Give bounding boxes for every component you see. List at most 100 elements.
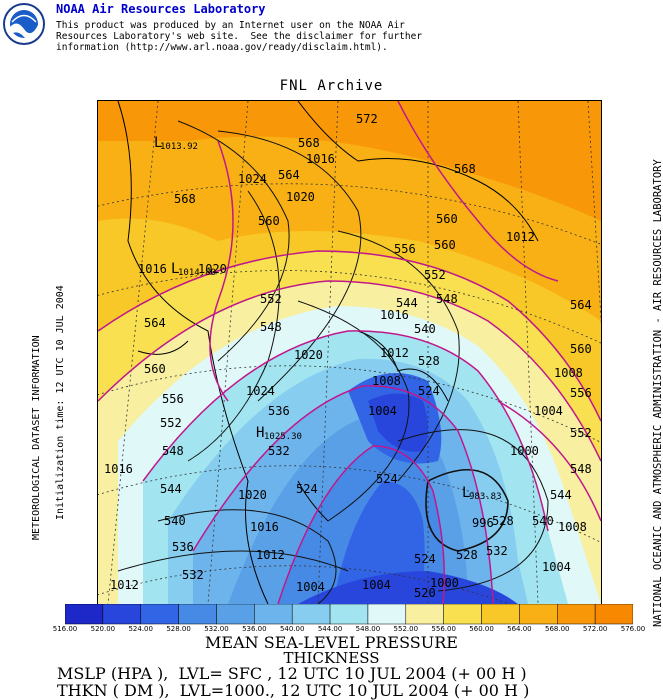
color-scale-swatch (329, 604, 369, 625)
color-scale-tick: 524.00 (128, 625, 153, 633)
color-scale (65, 604, 633, 625)
svg-text:540: 540 (164, 514, 186, 528)
svg-text:1020: 1020 (286, 190, 315, 204)
thickness-band-520-south (298, 571, 518, 604)
svg-text:983.83: 983.83 (469, 492, 502, 502)
svg-text:L: L (462, 485, 470, 501)
color-scale-swatch (443, 604, 482, 625)
svg-text:548: 548 (570, 462, 592, 476)
svg-text:564: 564 (570, 298, 592, 312)
svg-text:560: 560 (258, 214, 280, 228)
svg-text:548: 548 (260, 320, 282, 334)
color-scale-tick: 528.00 (166, 625, 191, 633)
product-subtitle: THICKNESS (283, 649, 380, 667)
color-scale-swatch (519, 604, 558, 625)
map-panel: L 1013.92 L 1014.80 H 1025.30 L 983.83 1… (97, 100, 602, 605)
svg-text:L: L (171, 261, 179, 277)
svg-text:1020: 1020 (238, 488, 267, 502)
svg-text:568: 568 (298, 136, 320, 150)
svg-text:1016: 1016 (138, 262, 167, 276)
svg-text:1016: 1016 (380, 308, 409, 322)
svg-text:1008: 1008 (372, 374, 401, 388)
svg-text:528: 528 (418, 354, 440, 368)
svg-text:552: 552 (570, 426, 592, 440)
svg-text:532: 532 (182, 568, 204, 582)
color-scale-tick: 532.00 (204, 625, 229, 633)
svg-text:1004: 1004 (534, 404, 563, 418)
color-scale-swatch (557, 604, 596, 625)
svg-text:564: 564 (278, 168, 300, 182)
svg-text:1004: 1004 (296, 580, 325, 594)
svg-text:568: 568 (454, 162, 476, 176)
mslp-info: MSLP (HPA ), LVL= SFC , 12 UTC 10 JUL 20… (57, 664, 527, 683)
color-scale-swatch (254, 604, 293, 625)
svg-text:1014.80: 1014.80 (178, 268, 216, 278)
noaa-logo (3, 3, 45, 45)
svg-text:1008: 1008 (558, 520, 587, 534)
color-scale-swatch (291, 604, 331, 625)
color-scale-tick: 556.00 (431, 625, 456, 633)
svg-text:1024: 1024 (246, 384, 275, 398)
svg-text:544: 544 (396, 296, 418, 310)
svg-text:1016: 1016 (306, 152, 335, 166)
svg-text:544: 544 (160, 482, 182, 496)
graticule (98, 101, 601, 604)
svg-text:1004: 1004 (362, 578, 391, 592)
svg-text:1000: 1000 (510, 444, 539, 458)
svg-text:1016: 1016 (250, 520, 279, 534)
svg-text:556: 556 (570, 386, 592, 400)
svg-text:1008: 1008 (554, 366, 583, 380)
svg-text:1016: 1016 (104, 462, 133, 476)
svg-text:548: 548 (162, 444, 184, 458)
svg-text:1012: 1012 (506, 230, 535, 244)
color-scale-swatch (481, 604, 520, 625)
color-scale-swatch (102, 604, 141, 625)
svg-text:1000: 1000 (430, 576, 459, 590)
svg-text:524: 524 (296, 482, 318, 496)
svg-text:572: 572 (356, 112, 378, 126)
svg-text:1020: 1020 (198, 262, 227, 276)
svg-text:524: 524 (414, 552, 436, 566)
svg-text:1025.30: 1025.30 (264, 432, 302, 442)
pressure-labels: L 1013.92 L 1014.80 H 1025.30 L 983.83 1… (104, 135, 587, 594)
svg-text:556: 556 (394, 242, 416, 256)
svg-text:540: 540 (414, 322, 436, 336)
header: NOAA Air Resources Laboratory This produ… (0, 0, 663, 60)
color-scale-swatch (367, 604, 407, 625)
thickness-labels: 572 568 568 564 568 560 560 556 560 552 … (144, 112, 592, 600)
svg-text:H: H (256, 425, 264, 441)
color-scale-tick: 572.00 (582, 625, 608, 633)
color-scale-swatch (178, 604, 217, 625)
svg-text:540: 540 (532, 514, 554, 528)
map-title: FNL Archive (279, 78, 384, 94)
svg-text:568: 568 (174, 192, 196, 206)
coastlines (117, 101, 539, 604)
svg-text:560: 560 (436, 212, 458, 226)
color-scale-tick: 564.00 (507, 625, 532, 633)
svg-text:560: 560 (434, 238, 456, 252)
color-scale-tick: 520.00 (90, 625, 116, 633)
svg-text:1024: 1024 (238, 172, 267, 186)
low-marker-letter: L (154, 135, 162, 151)
color-scale-tick: 552.00 (393, 625, 419, 633)
svg-text:1020: 1020 (294, 348, 323, 362)
color-scale-tick: 568.00 (545, 625, 570, 633)
svg-text:532: 532 (486, 544, 508, 558)
svg-text:536: 536 (268, 404, 290, 418)
disclaimer-text: This product was produced by an Internet… (56, 20, 423, 53)
svg-text:548: 548 (436, 292, 458, 306)
svg-text:524: 524 (376, 472, 398, 486)
color-scale-tick: 536.00 (242, 625, 267, 633)
color-scale-swatch (140, 604, 179, 625)
svg-text:564: 564 (144, 316, 166, 330)
svg-text:536: 536 (172, 540, 194, 554)
svg-text:996: 996 (472, 516, 494, 530)
svg-text:1012: 1012 (256, 548, 285, 562)
svg-text:544: 544 (550, 488, 572, 502)
color-scale-tick: 576.00 (620, 625, 646, 633)
init-time-label: Initialization time: 12 UTC 10 JUL 2004 (55, 285, 66, 520)
org-title: NOAA Air Resources Laboratory (56, 2, 266, 16)
svg-text:520: 520 (414, 586, 436, 600)
low-value-label: 1013.92 (160, 142, 198, 152)
dataset-info-label: METEOROLOGICAL DATASET INFORMATION (31, 335, 42, 540)
